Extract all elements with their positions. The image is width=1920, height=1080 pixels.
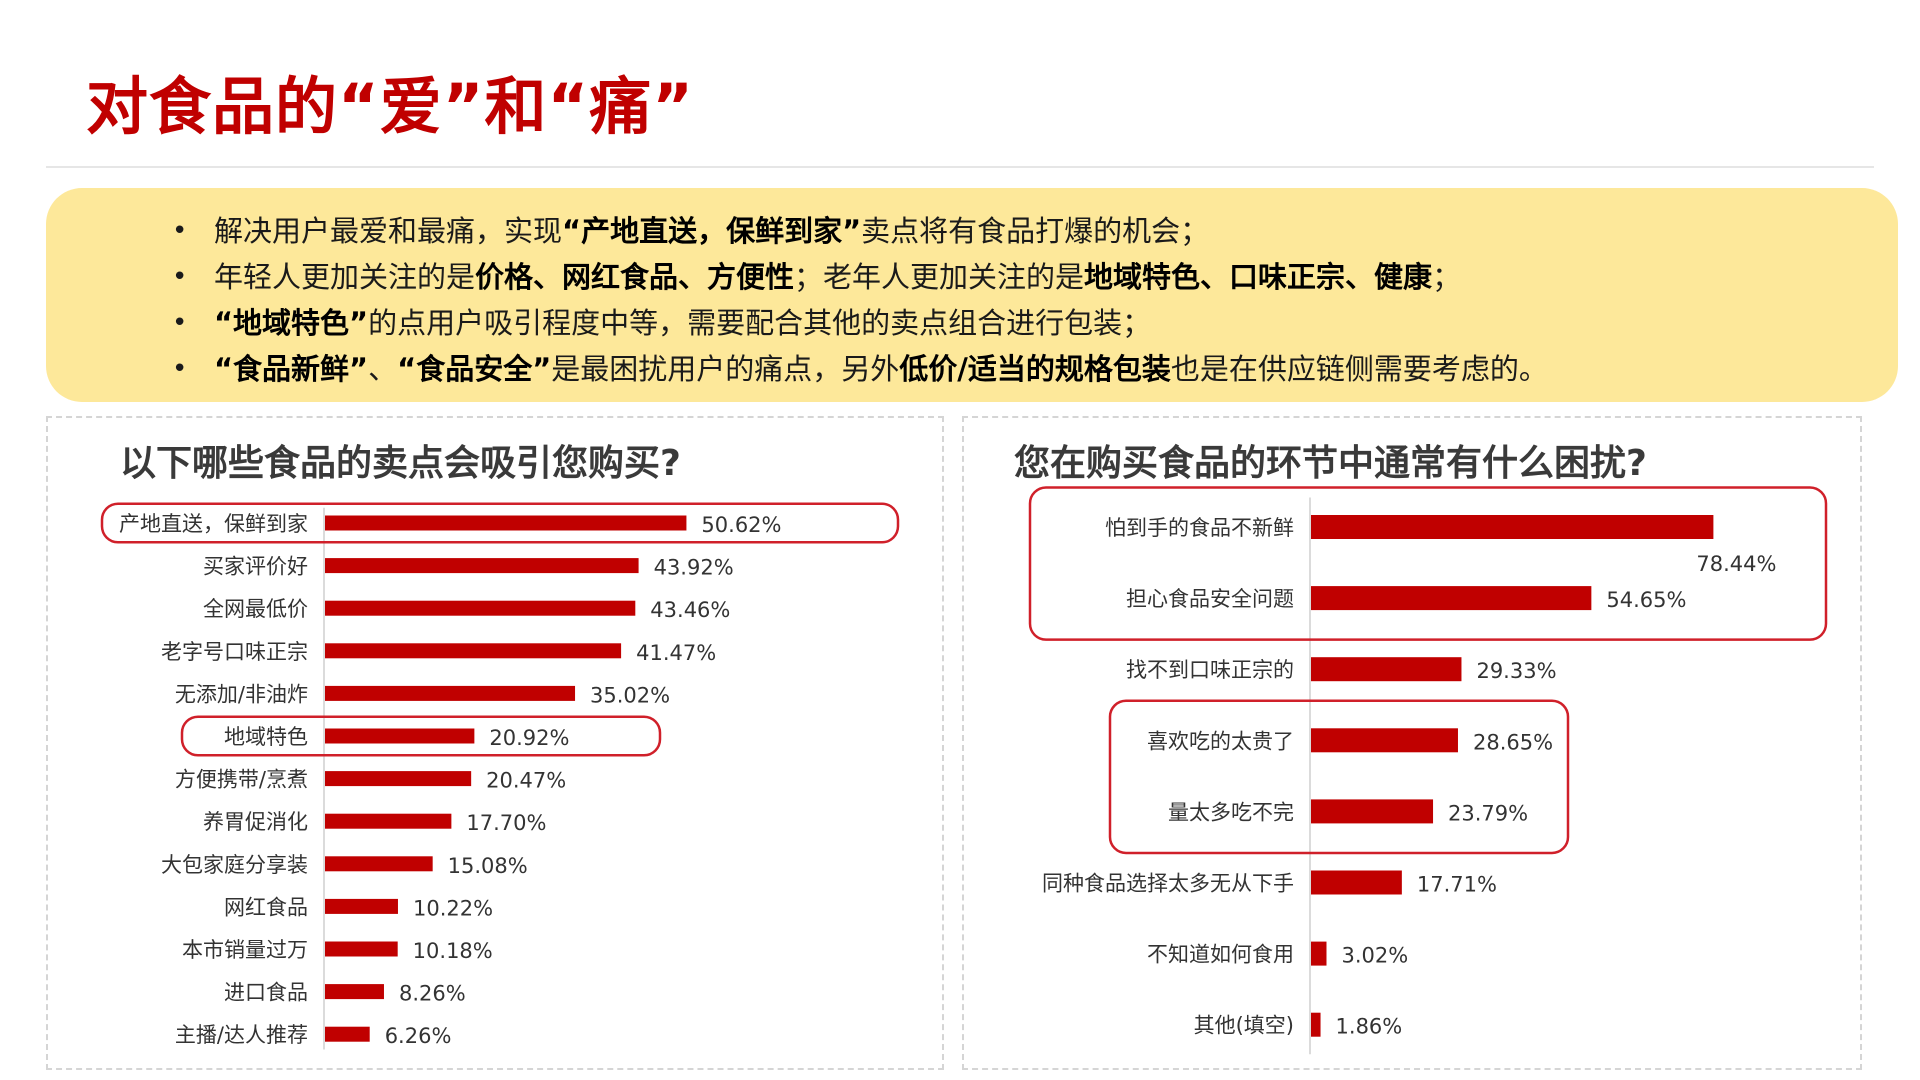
bar xyxy=(325,685,576,701)
value-label: 8.26% xyxy=(399,982,466,1006)
value-label: 1.86% xyxy=(1336,1015,1403,1039)
bar xyxy=(325,898,398,914)
summary-bullet: “地域特色”的点用户吸引程度中等，需要配合其他的卖点组合进行包装； xyxy=(172,300,1898,346)
summary-emphasis: “产地直送，保鲜到家” xyxy=(562,214,862,248)
value-label: 3.02% xyxy=(1341,944,1408,968)
summary-emphasis: “地域特色” xyxy=(214,306,369,340)
category-label: 全网最低价 xyxy=(203,597,308,621)
bar xyxy=(325,984,384,1000)
summary-text: 解决用户最爱和最痛，实现 xyxy=(214,214,563,248)
summary-emphasis: “食品安全” xyxy=(397,352,552,386)
value-label: 20.92% xyxy=(489,726,569,750)
category-label: 找不到口味正宗的 xyxy=(1126,658,1294,682)
summary-emphasis: 价格、网红食品、方便性 xyxy=(475,260,795,294)
value-label: 54.65% xyxy=(1606,588,1686,612)
right-chart-title: 您在购买食品的环节中通常有什么困扰? xyxy=(1014,443,1647,484)
summary-text: ；老年人更加关注的是 xyxy=(794,260,1085,294)
category-label: 买家评价好 xyxy=(203,555,308,579)
category-label: 地域特色 xyxy=(224,725,308,749)
value-label: 43.92% xyxy=(654,556,734,580)
value-label: 17.70% xyxy=(466,811,546,835)
value-label: 50.62% xyxy=(701,513,781,537)
category-label: 大包家庭分享装 xyxy=(161,853,308,877)
value-label: 15.08% xyxy=(448,854,528,878)
category-label: 进口食品 xyxy=(224,981,308,1005)
category-label: 产地直送，保鲜到家 xyxy=(119,512,308,536)
summary-text: 、 xyxy=(368,352,398,386)
value-label: 20.47% xyxy=(486,769,566,793)
summary-list: 解决用户最爱和最痛，实现“产地直送，保鲜到家”卖点将有食品打爆的机会；年轻人更加… xyxy=(46,188,1898,392)
summary-box: 解决用户最爱和最痛，实现“产地直送，保鲜到家”卖点将有食品打爆的机会；年轻人更加… xyxy=(46,188,1898,402)
value-label: 43.46% xyxy=(650,598,730,622)
bar-chart-selling-points: 产地直送，保鲜到家 50.62% 买家评价好 43.92% 全网最低价 43.46% 老字号… xyxy=(100,502,900,1050)
bar xyxy=(1311,870,1402,895)
summary-text: 的点用户吸引程度中等，需要配合其他的卖点组合进行包装； xyxy=(368,306,1152,340)
bar xyxy=(325,600,636,616)
summary-text: 是最困扰用户的痛点，另外 xyxy=(551,352,900,386)
category-label: 养胃促消化 xyxy=(203,810,308,834)
bar xyxy=(325,643,622,659)
bar xyxy=(325,1026,370,1042)
bar xyxy=(325,558,639,574)
category-label: 怕到手的食品不新鲜 xyxy=(1105,516,1294,540)
highlight-box xyxy=(1108,699,1570,855)
bar xyxy=(1311,515,1714,539)
category-label: 不知道如何食用 xyxy=(1147,943,1294,967)
bar xyxy=(1311,657,1462,682)
category-label: 量太多吃不完 xyxy=(1168,800,1294,824)
category-label: 其他(填空) xyxy=(1194,1014,1294,1038)
value-label: 17.71% xyxy=(1417,873,1497,897)
highlight-box xyxy=(1028,486,1828,641)
category-label: 喜欢吃的太贵了 xyxy=(1147,729,1294,753)
summary-emphasis: “食品新鲜” xyxy=(214,352,369,386)
value-label: 10.22% xyxy=(413,896,493,920)
bar xyxy=(325,941,398,957)
category-label: 担心食品安全问题 xyxy=(1126,587,1294,611)
bar xyxy=(1311,586,1592,611)
page-title: 对食品的“爱”和“痛” xyxy=(86,70,694,143)
summary-emphasis: 低价/适当的规格包装 xyxy=(899,352,1171,386)
bar xyxy=(1311,799,1434,824)
highlight-box xyxy=(100,502,900,544)
category-label: 老字号口味正宗 xyxy=(161,640,308,664)
value-label: 35.02% xyxy=(590,683,670,707)
summary-bullet: “食品新鲜”、“食品安全”是最困扰用户的痛点，另外低价/适当的规格包装也是在供应… xyxy=(172,346,1898,392)
value-label: 10.18% xyxy=(413,939,493,963)
category-label: 主播/达人推荐 xyxy=(175,1023,308,1047)
summary-text: 也是在供应链侧需要考虑的。 xyxy=(1170,352,1548,386)
bar xyxy=(1311,941,1327,966)
left-chart-title: 以下哪些食品的卖点会吸引您购买? xyxy=(120,443,681,484)
bar xyxy=(1311,1012,1321,1037)
bar xyxy=(325,771,472,787)
summary-bullet: 年轻人更加关注的是价格、网红食品、方便性；老年人更加关注的是地域特色、口味正宗、… xyxy=(172,254,1898,300)
summary-text: 卖点将有食品打爆的机会； xyxy=(861,214,1210,248)
value-label: 23.79% xyxy=(1448,801,1528,825)
bar xyxy=(325,813,452,829)
title-divider xyxy=(46,166,1874,168)
bar xyxy=(1311,728,1458,753)
category-label: 无添加/非油炸 xyxy=(175,682,308,706)
summary-text: 年轻人更加关注的是 xyxy=(214,260,476,294)
value-label: 29.33% xyxy=(1476,659,1556,683)
bar xyxy=(325,515,687,531)
value-label: 6.26% xyxy=(385,1024,452,1048)
bar-chart-pain-points: 怕到手的食品不新鲜 78.44% 担心食品安全问题 54.65% 找不到口味正宗的 29.… xyxy=(1028,486,1828,1055)
summary-emphasis: 地域特色、口味正宗、健康 xyxy=(1084,260,1433,294)
value-label: 78.44% xyxy=(1696,552,1776,576)
bar xyxy=(325,728,475,744)
category-label: 网红食品 xyxy=(224,895,308,919)
summary-text: ； xyxy=(1432,260,1462,294)
left-chart-panel xyxy=(46,416,944,1070)
category-label: 本市销量过万 xyxy=(182,938,308,962)
category-label: 同种食品选择太多无从下手 xyxy=(1042,872,1294,896)
value-label: 28.65% xyxy=(1473,730,1553,754)
summary-bullet: 解决用户最爱和最痛，实现“产地直送，保鲜到家”卖点将有食品打爆的机会； xyxy=(172,208,1898,254)
bar xyxy=(325,856,433,872)
category-label: 方便携带/烹煮 xyxy=(175,768,308,792)
right-chart-panel xyxy=(962,416,1862,1070)
value-label: 41.47% xyxy=(636,641,716,665)
highlight-box xyxy=(180,715,662,757)
